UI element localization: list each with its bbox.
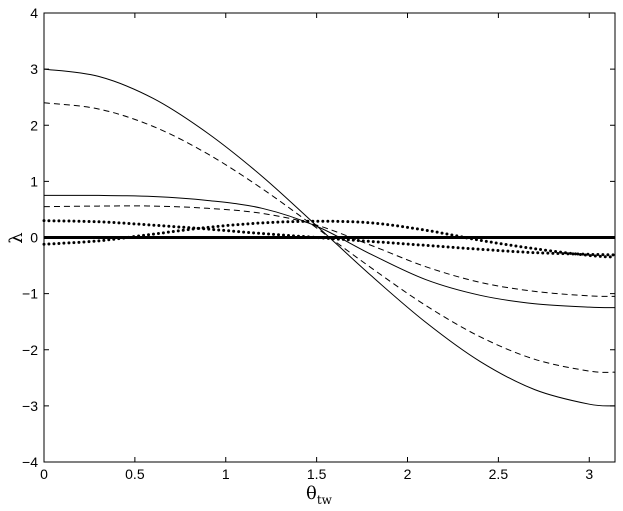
y-tick-label: 3 <box>30 61 38 77</box>
y-tick-label: 0 <box>30 230 38 246</box>
y-tick-label: −4 <box>22 454 38 470</box>
series-line-5-dotted <box>42 219 617 257</box>
y-axis-label: λ <box>6 232 27 243</box>
y-tick-label: −3 <box>22 398 38 414</box>
y-tick-label: 1 <box>30 173 38 189</box>
x-tick-label: 2 <box>404 466 412 482</box>
series-layer <box>42 68 617 407</box>
series-line-4-dashed <box>43 205 615 297</box>
y-tick-label: 2 <box>30 117 38 133</box>
x-axis-label: θtw <box>306 483 333 507</box>
x-axis-label-subscript: tw <box>317 493 333 507</box>
x-tick-label: 3 <box>585 466 593 482</box>
y-tick-label: −1 <box>22 286 38 302</box>
y-tick-label: −2 <box>22 342 38 358</box>
series-line-1-solid <box>43 68 615 407</box>
series-line-2-dashed <box>43 102 615 373</box>
x-tick-label: 2.5 <box>489 466 509 482</box>
series-line-6-dotted <box>42 219 617 259</box>
x-tick-label: 0 <box>40 466 48 482</box>
x-axis-label-main: θ <box>306 483 317 504</box>
tick-layer: 0 0.5 1 1.5 2 2.5 3 −4 −3 −2 −1 0 1 2 3 4 <box>22 5 615 482</box>
x-tick-label: 1 <box>222 466 230 482</box>
x-tick-label: 1.5 <box>307 466 327 482</box>
y-tick-label: 4 <box>30 5 38 21</box>
x-tick-label: 0.5 <box>125 466 145 482</box>
